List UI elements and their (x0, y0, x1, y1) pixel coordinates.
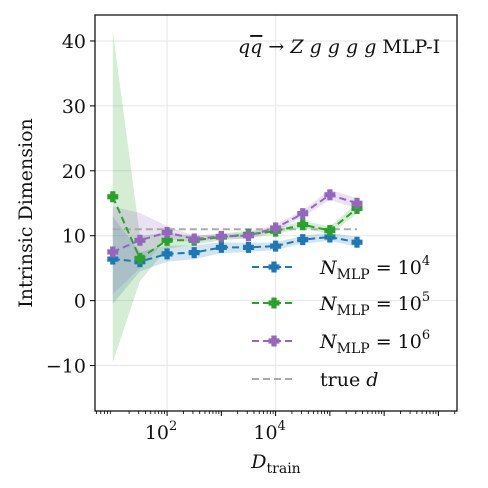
legend-marker (268, 335, 280, 347)
point-series-3 (134, 234, 146, 246)
point-series-1 (242, 241, 254, 253)
series-markers (107, 189, 363, 268)
x-axis-ticks: 102 104 (96, 411, 456, 444)
point-series-1 (161, 248, 173, 260)
point-series-3 (242, 230, 254, 242)
legend-label: NMLP = 105 (319, 290, 430, 319)
point-series-1 (107, 253, 119, 265)
point-series-3 (107, 246, 119, 258)
legend-marker (268, 297, 280, 309)
band-series-1 (112, 216, 358, 304)
y-tick-label: 40 (62, 31, 86, 53)
axis-labels: Dtrain Intrinsic Dimension (15, 118, 301, 477)
legend-marker (268, 261, 280, 273)
legend-label: NMLP = 104 (319, 254, 430, 283)
chart-annotation: qq → Z g g g g MLP-I (238, 36, 440, 58)
point-series-3 (351, 197, 363, 209)
y-tick-label: 0 (74, 291, 86, 313)
legend: NMLP = 104 NMLP = 105 NMLP = 106 true d (252, 254, 430, 391)
legend-item-series-3: NMLP = 106 (252, 328, 430, 357)
y-axis-label: Intrinsic Dimension (15, 118, 37, 308)
line-series-1 (112, 236, 358, 263)
point-series-3 (161, 226, 173, 238)
confidence-bands (112, 31, 358, 363)
band-series-3 (112, 189, 358, 295)
y-tick-label: 20 (62, 161, 86, 183)
process-annotation: qq → Z g g g g MLP-I (238, 36, 440, 58)
point-series-2 (161, 234, 173, 246)
point-series-2 (297, 219, 309, 231)
legend-item-series-2: NMLP = 105 (252, 290, 430, 319)
legend-item-series-1: NMLP = 104 (252, 254, 430, 283)
point-series-2 (134, 252, 146, 264)
point-series-1 (324, 231, 336, 243)
x-tick-label: 104 (253, 419, 285, 444)
series-lines (111, 193, 358, 263)
point-series-1 (270, 240, 282, 252)
point-series-3 (297, 208, 309, 220)
y-axis-ticks: 40 30 20 10 0 −10 (46, 31, 95, 378)
line-series-3 (112, 193, 358, 253)
point-series-3 (324, 189, 336, 201)
point-series-3 (188, 233, 200, 245)
point-series-1 (215, 241, 227, 253)
y-tick-label: 30 (62, 96, 86, 118)
legend-item-reference: true d (252, 369, 378, 391)
legend-label: NMLP = 106 (319, 328, 430, 357)
y-tick-label: −10 (46, 356, 86, 378)
point-series-3 (215, 230, 227, 242)
point-series-2 (107, 191, 119, 203)
x-tick-label: 102 (145, 419, 177, 444)
x-axis-label: Dtrain (250, 451, 300, 477)
y-tick-label: 10 (62, 226, 86, 248)
point-series-3 (270, 222, 282, 234)
point-series-1 (297, 234, 309, 246)
legend-label: true d (320, 369, 378, 391)
point-series-2 (324, 225, 336, 237)
point-series-1 (351, 236, 363, 248)
point-series-1 (188, 247, 200, 259)
